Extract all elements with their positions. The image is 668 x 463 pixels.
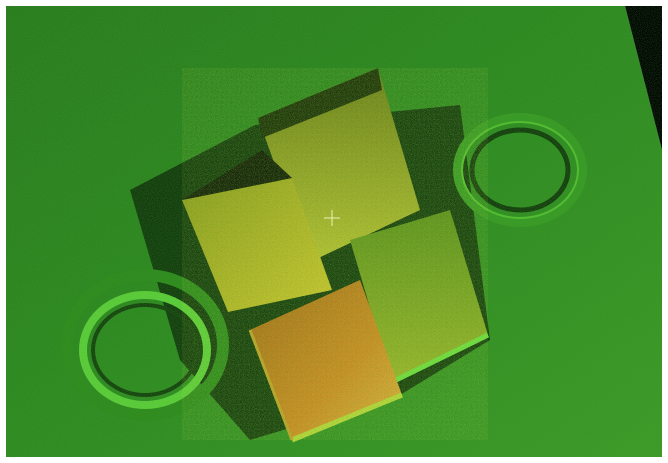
point-noise-boxes	[182, 68, 488, 440]
crosshair-marker	[324, 210, 340, 226]
